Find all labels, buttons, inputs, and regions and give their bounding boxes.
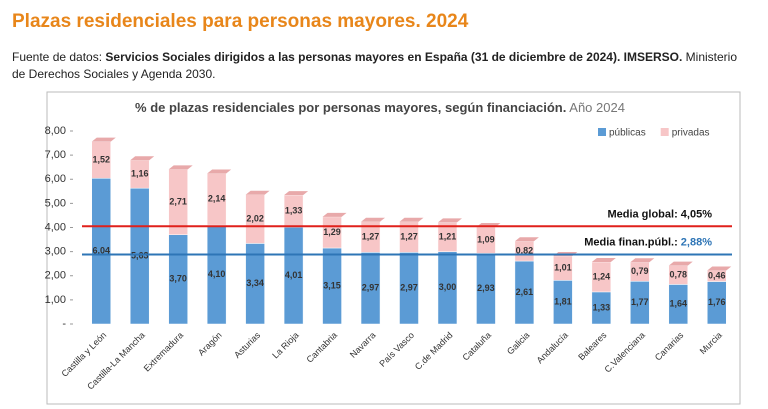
bar-cap xyxy=(707,266,732,271)
bar-cap xyxy=(245,190,270,195)
data-label: 2,14 xyxy=(208,194,226,204)
y-tick-label: - xyxy=(62,318,66,330)
data-label: 3,34 xyxy=(246,278,264,288)
data-label: 2,71 xyxy=(169,196,187,206)
bar-cap xyxy=(514,237,539,242)
data-label: 3,00 xyxy=(439,282,457,292)
bar-cap xyxy=(91,137,116,142)
bar-cap xyxy=(322,212,347,217)
data-label: 1,01 xyxy=(554,263,572,273)
data-label: 2,93 xyxy=(477,283,495,293)
chart-title: % de plazas residenciales por personas m… xyxy=(135,100,625,115)
source-part: Fuente de datos: xyxy=(12,50,105,64)
data-label: 1,64 xyxy=(670,299,688,309)
data-label: 4,01 xyxy=(285,270,303,280)
data-label: 2,61 xyxy=(516,287,534,297)
data-label: 1,27 xyxy=(362,231,380,241)
y-tick-label: 7,00 xyxy=(45,149,66,161)
data-label: 1,33 xyxy=(593,302,611,312)
reference-label-text: Media finan.públ.: xyxy=(584,236,678,248)
data-label: 1,09 xyxy=(477,235,495,245)
data-label: 2,02 xyxy=(246,213,264,223)
data-label: 3,15 xyxy=(323,280,341,290)
data-label: 1,24 xyxy=(593,271,611,281)
y-tick-label: 1,00 xyxy=(45,294,66,306)
chart-subtitle: Año 2024 xyxy=(569,100,625,115)
y-tick-label: 4,00 xyxy=(45,221,66,233)
bar-cap xyxy=(399,217,424,222)
reference-label-text: Media global: xyxy=(607,208,677,220)
y-tick-label: 5,00 xyxy=(45,197,66,209)
bar-cap xyxy=(591,257,616,262)
reference-label: Media finan.públ.: 2,88% xyxy=(584,236,712,248)
data-label: 1,33 xyxy=(285,206,303,216)
y-tick-label: 8,00 xyxy=(45,125,66,137)
y-tick-label: 3,00 xyxy=(45,246,66,258)
bar-cap xyxy=(130,156,155,161)
bar-cap xyxy=(168,165,193,170)
reference-label: Media global: 4,05% xyxy=(607,208,712,220)
data-label: 2,97 xyxy=(362,283,380,293)
data-label: 3,70 xyxy=(169,274,187,284)
bar-cap xyxy=(668,261,693,266)
source-part: de Derechos Sociales y Agenda 2030. xyxy=(12,67,215,81)
y-tick-label: 2,00 xyxy=(45,270,66,282)
bar-cap xyxy=(630,258,655,263)
data-label: 1,76 xyxy=(708,297,726,307)
legend-swatch xyxy=(660,128,669,136)
page-title: Plazas residenciales para personas mayor… xyxy=(12,11,469,32)
data-label: 0,78 xyxy=(670,269,688,279)
data-label: 4,10 xyxy=(208,269,226,279)
data-label: 1,16 xyxy=(131,169,149,179)
data-label: 0,46 xyxy=(708,270,726,280)
legend-label: públicas xyxy=(609,128,646,139)
chart-title-text: % de plazas residenciales por personas m… xyxy=(135,100,566,115)
bar-cap xyxy=(437,218,462,223)
data-label: 0,79 xyxy=(631,266,649,276)
data-label: 1,27 xyxy=(400,231,418,241)
chart-frame xyxy=(46,91,741,405)
reference-value: 4,05% xyxy=(681,208,712,220)
data-label: 1,81 xyxy=(554,297,572,307)
data-label: 1,77 xyxy=(631,297,649,307)
reference-value: 2,88% xyxy=(681,236,712,248)
source-part: Servicios Sociales dirigidos a las perso… xyxy=(105,50,682,64)
data-label: 1,21 xyxy=(439,231,457,241)
legend-label: privadas xyxy=(672,128,710,139)
bar-cap xyxy=(361,217,386,222)
bar-cap xyxy=(284,191,309,196)
bar-cap xyxy=(207,169,232,174)
y-tick-label: 6,00 xyxy=(45,173,66,185)
source: Fuente de datos: Servicios Sociales diri… xyxy=(12,50,737,81)
data-label: 1,29 xyxy=(323,227,341,237)
data-label: 2,97 xyxy=(400,283,418,293)
data-label: 6,04 xyxy=(92,246,110,256)
data-label: 0,82 xyxy=(516,246,534,256)
data-label: 1,52 xyxy=(92,154,110,164)
source-part: Ministerio xyxy=(682,50,737,64)
legend-swatch xyxy=(598,128,606,136)
